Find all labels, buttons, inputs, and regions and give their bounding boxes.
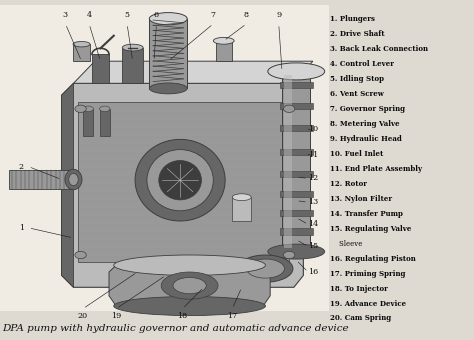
- Text: 10. Fuel Inlet: 10. Fuel Inlet: [330, 150, 384, 158]
- Polygon shape: [83, 109, 93, 136]
- Polygon shape: [280, 171, 313, 177]
- Ellipse shape: [238, 255, 293, 282]
- Polygon shape: [232, 197, 251, 221]
- Text: 18: 18: [177, 311, 188, 320]
- Polygon shape: [122, 48, 143, 83]
- Text: 20: 20: [78, 311, 88, 320]
- Polygon shape: [109, 265, 270, 306]
- Polygon shape: [280, 191, 313, 197]
- Polygon shape: [73, 44, 90, 61]
- Text: 14. Transfer Pump: 14. Transfer Pump: [330, 210, 403, 218]
- Text: DPA pump with hydraulic governor and automatic advance device: DPA pump with hydraulic governor and aut…: [2, 324, 349, 333]
- Ellipse shape: [75, 251, 86, 259]
- Ellipse shape: [149, 83, 187, 94]
- Text: 4: 4: [87, 11, 91, 19]
- Text: 19. Advance Device: 19. Advance Device: [330, 300, 407, 308]
- Polygon shape: [280, 125, 313, 131]
- Ellipse shape: [149, 13, 187, 25]
- Polygon shape: [100, 109, 110, 136]
- Ellipse shape: [213, 37, 234, 44]
- Polygon shape: [280, 149, 313, 155]
- Ellipse shape: [283, 251, 295, 259]
- Polygon shape: [284, 75, 292, 248]
- Ellipse shape: [161, 272, 218, 299]
- Ellipse shape: [246, 259, 284, 278]
- Polygon shape: [216, 41, 232, 61]
- Polygon shape: [62, 83, 303, 287]
- Ellipse shape: [147, 150, 213, 211]
- Text: 7. Governor Spring: 7. Governor Spring: [330, 105, 405, 113]
- Polygon shape: [280, 103, 313, 109]
- Text: 11: 11: [308, 151, 318, 159]
- Text: Sleeve: Sleeve: [330, 240, 363, 248]
- Text: 16. Regulating Piston: 16. Regulating Piston: [330, 255, 416, 263]
- Text: 8. Metering Valve: 8. Metering Valve: [330, 120, 400, 128]
- Text: 20. Cam Spring: 20. Cam Spring: [330, 314, 392, 323]
- Ellipse shape: [173, 277, 206, 294]
- Polygon shape: [73, 61, 313, 83]
- Ellipse shape: [83, 106, 93, 112]
- Text: 18. To Injector: 18. To Injector: [330, 285, 388, 293]
- Polygon shape: [92, 54, 109, 83]
- Text: 15. Regulating Valve: 15. Regulating Valve: [330, 225, 412, 233]
- Text: 19: 19: [111, 311, 121, 320]
- Polygon shape: [282, 71, 310, 252]
- Text: 15: 15: [308, 242, 318, 251]
- Text: 3: 3: [63, 11, 68, 19]
- FancyBboxPatch shape: [0, 5, 329, 311]
- Text: 6: 6: [154, 11, 159, 19]
- Text: 13. Nylon Filter: 13. Nylon Filter: [330, 195, 392, 203]
- Text: 9: 9: [276, 11, 281, 19]
- Text: 16: 16: [308, 268, 318, 276]
- Ellipse shape: [232, 194, 251, 201]
- Text: 12: 12: [308, 174, 318, 183]
- Text: 14: 14: [308, 220, 318, 228]
- Text: 1: 1: [19, 224, 24, 232]
- Ellipse shape: [75, 105, 86, 113]
- Ellipse shape: [65, 169, 82, 190]
- Text: 17. Priming Spring: 17. Priming Spring: [330, 270, 406, 278]
- Ellipse shape: [114, 255, 265, 275]
- Polygon shape: [62, 83, 73, 287]
- Text: 10: 10: [308, 125, 318, 133]
- Ellipse shape: [73, 41, 90, 47]
- Polygon shape: [280, 82, 313, 88]
- Text: 7: 7: [211, 11, 216, 19]
- Text: 11. End Plate Assembly: 11. End Plate Assembly: [330, 165, 422, 173]
- Ellipse shape: [135, 139, 225, 221]
- Polygon shape: [78, 102, 289, 262]
- Text: 12. Rotor: 12. Rotor: [330, 180, 367, 188]
- Ellipse shape: [283, 105, 295, 113]
- Ellipse shape: [114, 296, 265, 316]
- Ellipse shape: [122, 44, 143, 51]
- Text: 2: 2: [19, 163, 24, 171]
- Polygon shape: [280, 210, 313, 216]
- Text: 2. Drive Shaft: 2. Drive Shaft: [330, 30, 385, 38]
- Text: 4. Control Lever: 4. Control Lever: [330, 60, 394, 68]
- Text: 3. Back Leak Connection: 3. Back Leak Connection: [330, 45, 428, 53]
- Polygon shape: [280, 228, 313, 235]
- Text: 6. Vent Screw: 6. Vent Screw: [330, 90, 384, 98]
- Text: 1. Plungers: 1. Plungers: [330, 15, 375, 23]
- Text: 5. Idling Stop: 5. Idling Stop: [330, 75, 384, 83]
- Text: 5: 5: [125, 11, 129, 19]
- Ellipse shape: [69, 173, 78, 186]
- Text: 13: 13: [308, 198, 318, 206]
- Text: 8: 8: [244, 11, 249, 19]
- Ellipse shape: [159, 160, 201, 200]
- Ellipse shape: [268, 63, 325, 80]
- Polygon shape: [9, 170, 73, 189]
- Polygon shape: [149, 19, 187, 88]
- Text: 9. Hydraulic Head: 9. Hydraulic Head: [330, 135, 402, 143]
- Ellipse shape: [268, 244, 325, 259]
- Text: 17: 17: [227, 311, 237, 320]
- Ellipse shape: [100, 106, 110, 112]
